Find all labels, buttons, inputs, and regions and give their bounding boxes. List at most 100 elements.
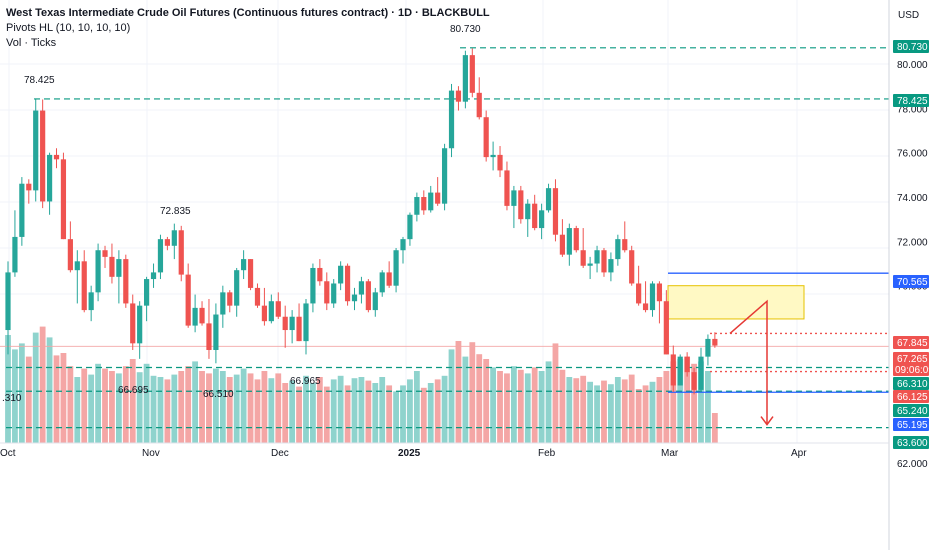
price-tag-countdown: 09:06:09 (895, 365, 932, 376)
candle-body (261, 305, 268, 322)
candle-body (629, 250, 635, 284)
price-tag-bg (893, 404, 929, 417)
candle (296, 303, 302, 342)
candle (227, 290, 233, 313)
candle (518, 185, 524, 224)
price-tag-bg (893, 336, 929, 349)
volume-bar (254, 379, 261, 443)
candle (220, 285, 226, 328)
price-tag: 63.600 (893, 436, 929, 449)
price-tag-bg (893, 352, 929, 376)
volume-bar (282, 383, 289, 443)
candle (483, 110, 489, 162)
volume-bar (566, 377, 573, 443)
symbol-title[interactable]: West Texas Intermediate Crude Oil Future… (6, 7, 490, 19)
candle (137, 301, 143, 359)
volume-bar (303, 375, 309, 443)
candle-body (698, 356, 704, 390)
volume-bar (74, 377, 81, 443)
candle-body (227, 292, 233, 306)
candle (192, 294, 198, 333)
candle-body (483, 117, 489, 158)
volume-bar (261, 371, 268, 443)
volume-bar (608, 384, 614, 443)
price-tag-bg (893, 94, 929, 107)
candle (379, 270, 385, 297)
candle-body (622, 239, 628, 251)
time-label: Dec (271, 448, 289, 459)
candle-body (53, 154, 60, 160)
candle-body (476, 92, 482, 118)
volume-bar (490, 367, 496, 443)
candle-body (275, 301, 281, 317)
price-tag-bg (893, 418, 929, 431)
volume-bar (698, 361, 704, 443)
candle-body (171, 230, 177, 246)
candle-body (109, 256, 115, 277)
volume-bar (455, 341, 462, 443)
candle-body (573, 228, 579, 251)
candle-body (552, 188, 559, 235)
candle (448, 83, 455, 158)
candle (310, 263, 316, 313)
candle (338, 261, 344, 291)
volume-bar (614, 377, 621, 443)
candle-body (5, 272, 11, 331)
volume-bar (164, 379, 171, 443)
candle (629, 245, 635, 286)
candle-body (379, 272, 385, 293)
candle (130, 294, 136, 350)
candle (12, 210, 18, 277)
chart-legend[interactable]: West Texas Intermediate Crude Oil Future… (6, 6, 490, 51)
volume-bar (365, 380, 372, 443)
candle-body (649, 283, 656, 311)
candle (150, 263, 157, 288)
candle (545, 183, 552, 213)
volume-bar (628, 374, 635, 443)
price-tag-value: 80.730 (897, 42, 928, 53)
volume-label[interactable]: Vol · Ticks (6, 37, 57, 49)
indicator-label[interactable]: Pivots HL (10, 10, 10, 10) (6, 22, 131, 34)
volume-bar (150, 375, 157, 443)
candle (435, 177, 441, 206)
volume-bar (552, 343, 559, 443)
volume-bar (504, 373, 510, 443)
candle (358, 276, 365, 304)
candle (53, 148, 60, 169)
volume-bar (462, 356, 469, 443)
candle (642, 281, 649, 313)
candle (282, 305, 288, 348)
candle-body (26, 183, 32, 191)
candle (670, 345, 676, 393)
pivot-label: .310 (2, 393, 22, 404)
price-tag-value: 65.195 (897, 420, 928, 431)
drawing-zone[interactable] (667, 285, 805, 320)
candle (116, 250, 122, 304)
volume-bar (393, 391, 399, 443)
volume-bar (587, 381, 594, 443)
candle (164, 236, 170, 251)
volume-bar (102, 368, 108, 443)
currency-label[interactable]: USD (898, 10, 919, 21)
candle (261, 287, 268, 326)
volume-bar (178, 371, 185, 443)
volume-bar (344, 385, 351, 443)
price-tag-value: 67.265 (897, 354, 928, 365)
volume-bar (476, 354, 483, 443)
volume-bar (448, 349, 455, 443)
time-axis[interactable]: Oct Nov Dec 2025 Feb Mar Apr (0, 442, 889, 459)
candle-body (372, 292, 378, 311)
volume-bar (642, 385, 649, 443)
volume-bar (330, 379, 337, 443)
candle-body (40, 110, 46, 202)
drawing-arrow[interactable] (729, 299, 774, 426)
supply-zone (667, 285, 805, 320)
candle (19, 177, 25, 246)
volume-bar (372, 383, 379, 443)
candle (241, 250, 247, 280)
volume-bar (199, 371, 205, 443)
